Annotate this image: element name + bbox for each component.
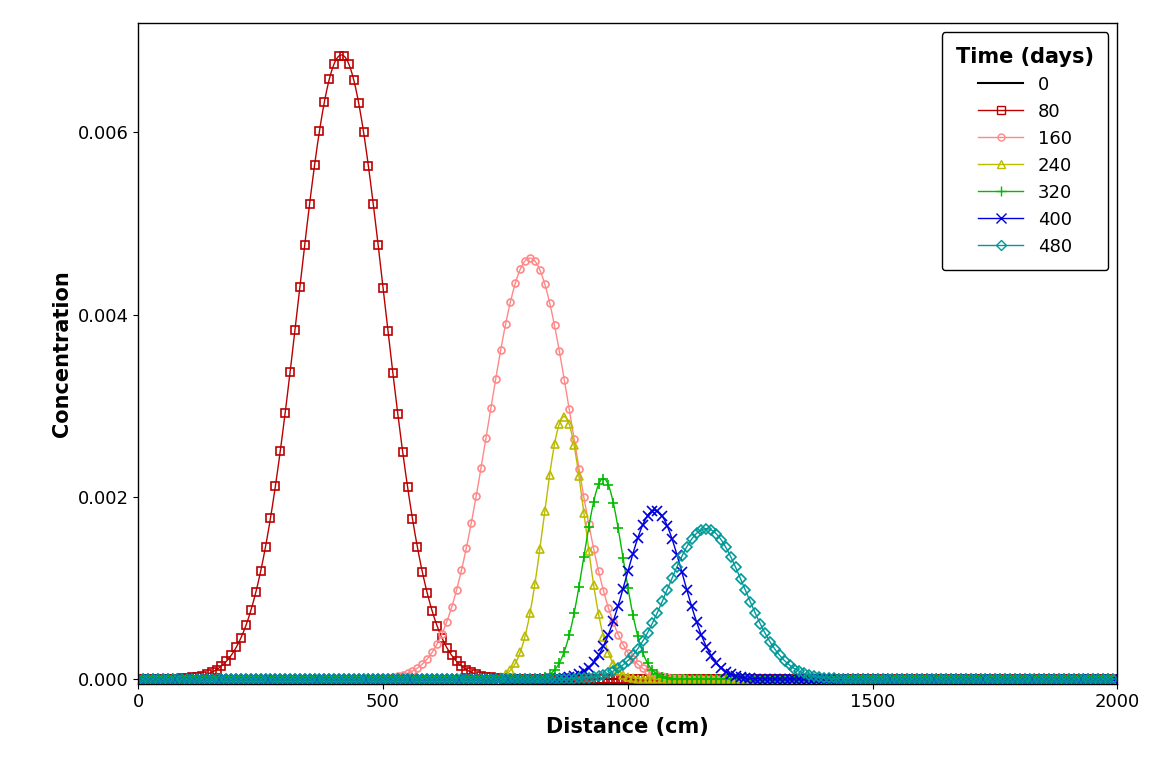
X-axis label: Distance (cm): Distance (cm) [546, 717, 710, 737]
Legend: 0, 80, 160, 240, 320, 400, 480: 0, 80, 160, 240, 320, 400, 480 [941, 32, 1108, 270]
Y-axis label: Concentration: Concentration [52, 270, 71, 437]
